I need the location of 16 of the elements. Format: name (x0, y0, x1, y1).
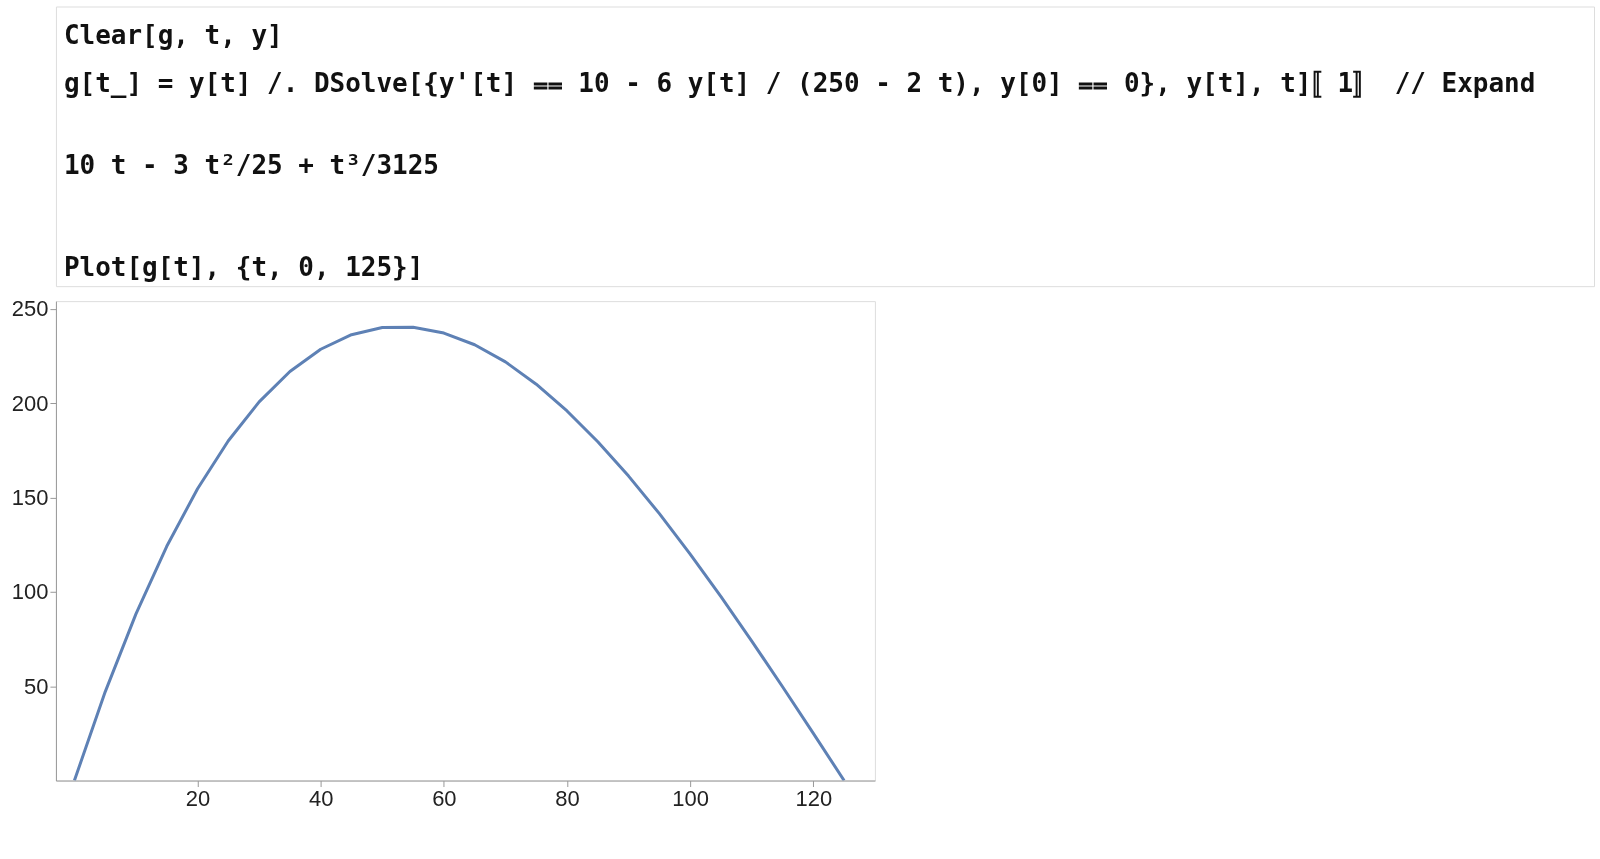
y-tick-label: 150 (11, 484, 49, 510)
y-tick-label: 250 (11, 296, 49, 322)
x-tick-label: 40 (308, 786, 334, 811)
line-series (72, 325, 846, 781)
x-tick-label: 80 (555, 786, 580, 811)
text: g[t_] = y[t] /. DSolve[{y'[t] ⩵ 10 - 6 y[t] / (250 - 2 t), y[0] ⩵ 0}, y[t], t]〚1〛 // Expand (63, 68, 1536, 99)
text: 10 t - 3 t²/25 + t³/3125 (63, 150, 439, 181)
text: Clear[g, t, y] (63, 20, 283, 51)
x-tick-label: 100 (672, 786, 709, 811)
y-tick-label: 100 (11, 579, 49, 605)
x-tick-label: 20 (185, 786, 211, 811)
y-tick-label: 50 (24, 673, 49, 699)
x-tick-label: 120 (795, 786, 833, 811)
text: Plot[g[t], {t, 0, 125}] (63, 252, 424, 283)
y-tick-label: 200 (11, 390, 49, 416)
x-tick-label: 60 (432, 786, 457, 811)
